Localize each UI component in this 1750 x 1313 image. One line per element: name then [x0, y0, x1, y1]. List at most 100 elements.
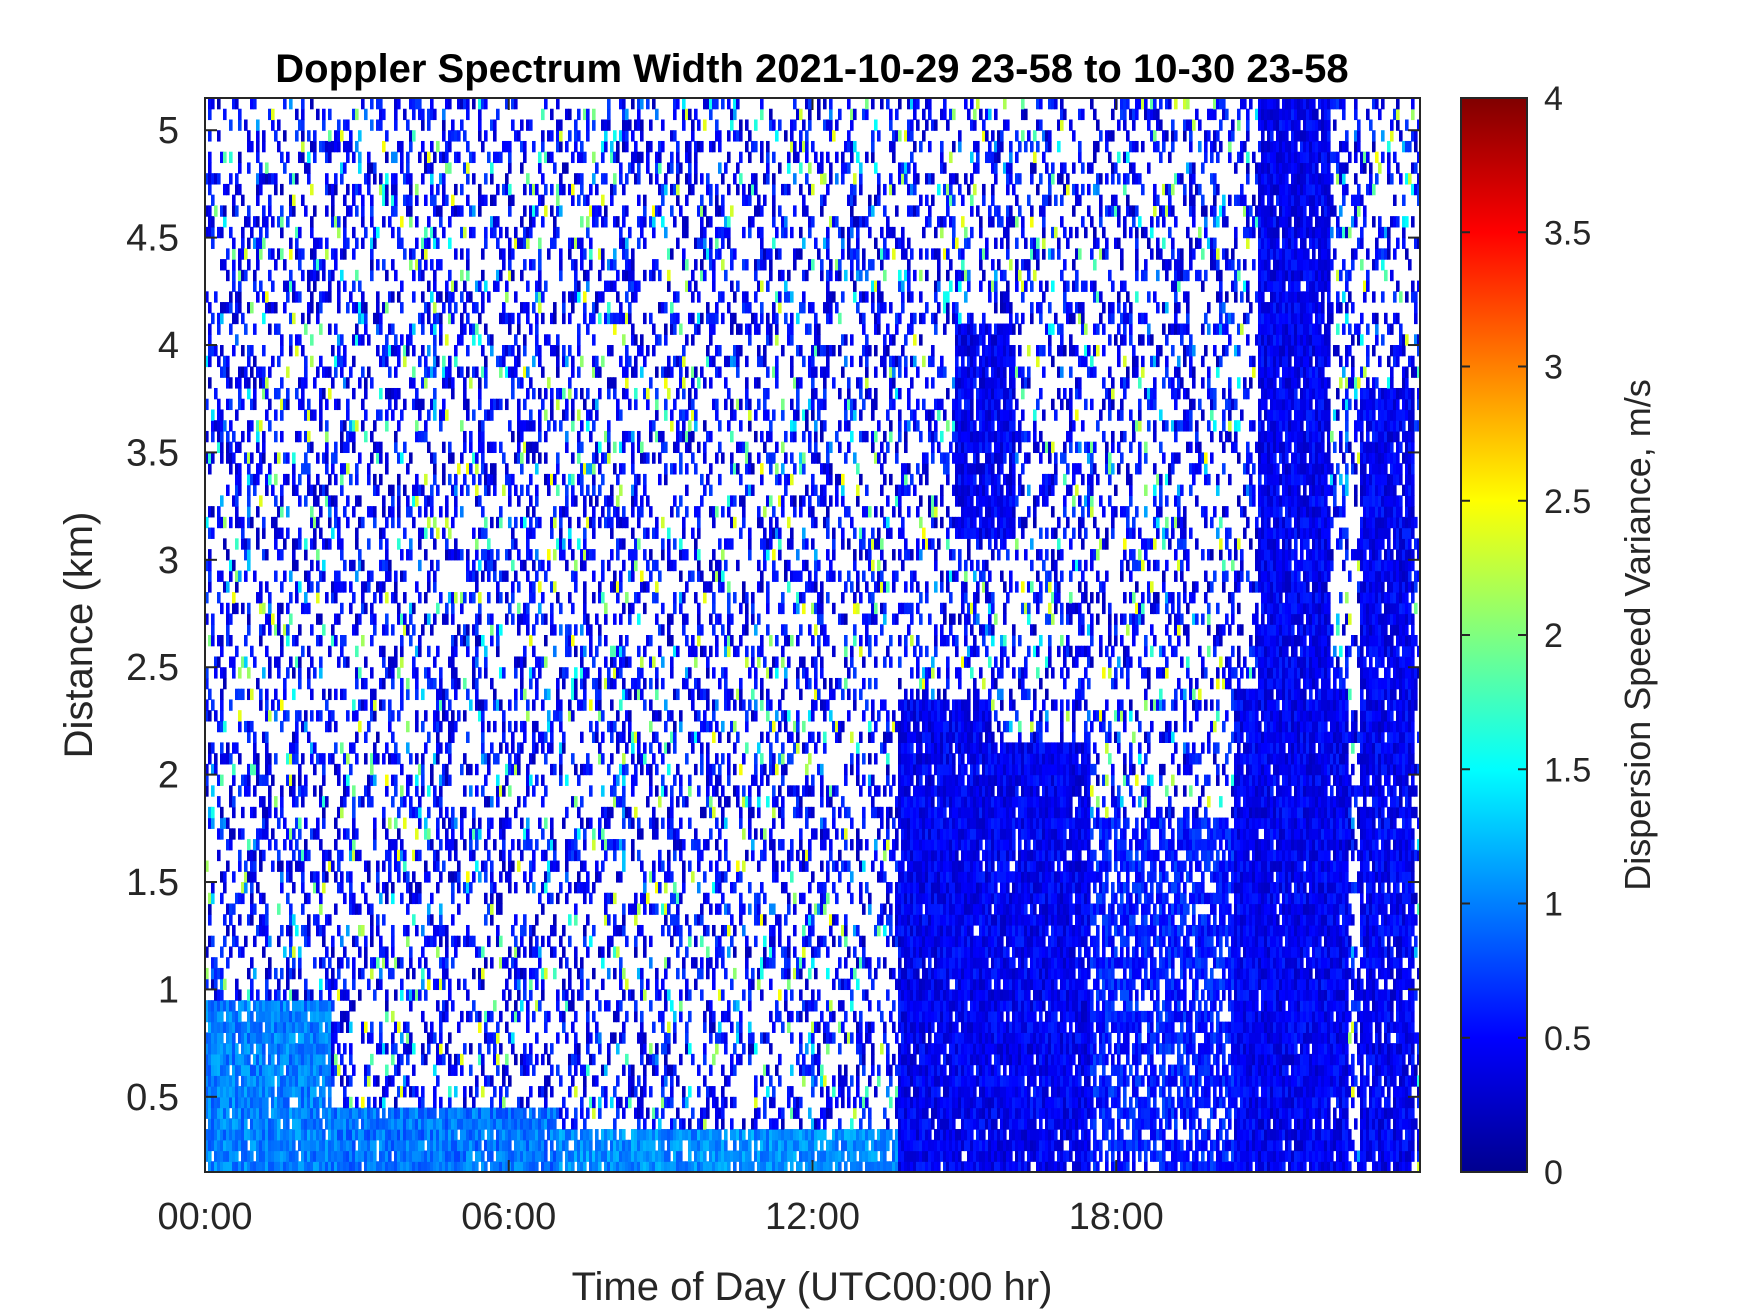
heatmap-cell: [244, 1118, 248, 1130]
heatmap-cell: [274, 1032, 278, 1044]
heatmap-cell: [205, 226, 209, 239]
heatmap-cell: [499, 1086, 503, 1098]
heatmap-cell: [304, 1118, 308, 1130]
heatmap-cell: [559, 183, 563, 196]
heatmap-cell: [532, 1118, 536, 1130]
heatmap-cell: [274, 1161, 278, 1172]
heatmap-cell: [244, 248, 248, 260]
heatmap-cell: [583, 463, 587, 475]
heatmap-cell: [391, 387, 395, 400]
heatmap-cell: [328, 387, 332, 400]
heatmap-cell: [256, 473, 260, 486]
heatmap-cell: [253, 387, 257, 400]
heatmap-cell: [217, 409, 221, 421]
heatmap-cell: [478, 312, 482, 325]
heatmap-cell: [562, 387, 566, 400]
heatmap-cell: [583, 613, 587, 625]
heatmap-cell: [499, 1150, 503, 1162]
heatmap-cell: [478, 817, 482, 829]
heatmap-cell: [385, 828, 389, 840]
heatmap-cell: [421, 1107, 425, 1119]
heatmap-cell: [478, 387, 482, 400]
heatmap-cell: [340, 248, 344, 260]
heatmap-cell: [238, 860, 242, 872]
heatmap-cell: [226, 1139, 230, 1152]
heatmap-cell: [475, 1161, 479, 1172]
heatmap-cell: [355, 108, 359, 121]
heatmap-cell: [424, 667, 428, 679]
heatmap-cell: [418, 527, 422, 539]
heatmap-cell: [388, 366, 392, 378]
heatmap-cell: [313, 527, 317, 539]
heatmap-cell: [475, 645, 479, 658]
heatmap-cell: [280, 1096, 284, 1109]
heatmap-cell: [544, 205, 548, 217]
heatmap-cell: [316, 237, 320, 249]
heatmap-cell: [295, 1043, 299, 1055]
heatmap-cell: [457, 366, 461, 378]
heatmap-cell: [355, 323, 359, 335]
heatmap-cell: [484, 957, 488, 969]
heatmap-cell: [238, 914, 242, 926]
heatmap-cell: [343, 237, 347, 249]
heatmap-cell: [556, 484, 560, 496]
heatmap-cell: [406, 334, 410, 346]
heatmap-cell: [220, 1096, 224, 1109]
heatmap-cell: [553, 763, 557, 776]
heatmap-cell: [463, 1161, 467, 1172]
heatmap-cell: [304, 355, 308, 368]
heatmap-cell: [553, 967, 557, 980]
heatmap-cell: [529, 1053, 533, 1066]
heatmap-cell: [280, 248, 284, 260]
heatmap-cell: [370, 914, 374, 926]
heatmap-cell: [370, 194, 374, 206]
heatmap-cell: [316, 1107, 320, 1119]
heatmap-cell: [310, 441, 314, 454]
heatmap-cell: [574, 957, 578, 969]
heatmap-cell: [418, 882, 422, 894]
heatmap-cell: [409, 892, 413, 905]
heatmap-cell: [385, 151, 389, 164]
heatmap-cell: [427, 162, 431, 174]
heatmap-cell: [259, 774, 263, 786]
heatmap-cell: [382, 345, 386, 357]
heatmap-cell: [400, 645, 404, 658]
heatmap-cell: [439, 312, 443, 325]
heatmap-cell: [211, 312, 215, 325]
heatmap-cell: [223, 1064, 227, 1076]
heatmap-cell: [496, 581, 500, 593]
heatmap-cell: [409, 796, 413, 808]
heatmap-cell: [373, 237, 377, 249]
heatmap-cell: [280, 1021, 284, 1033]
heatmap-cell: [538, 656, 542, 668]
heatmap-cell: [268, 935, 272, 948]
heatmap-cell: [490, 1139, 494, 1152]
heatmap-cell: [556, 1064, 560, 1076]
heatmap-cell: [472, 656, 476, 668]
heatmap-cell: [535, 1053, 539, 1066]
heatmap-cell: [220, 345, 224, 357]
heatmap-cell: [205, 1000, 209, 1012]
heatmap-cell: [466, 291, 470, 303]
heatmap-cell: [427, 1118, 431, 1130]
heatmap-cell: [247, 1000, 251, 1012]
heatmap-cell: [439, 742, 443, 754]
heatmap-cell: [331, 1129, 335, 1141]
heatmap-cell: [229, 1010, 233, 1023]
heatmap-cell: [247, 387, 251, 400]
heatmap-cell: [346, 656, 350, 668]
heatmap-cell: [526, 1010, 530, 1023]
heatmap-cell: [445, 1150, 449, 1162]
heatmap-cell: [208, 323, 212, 335]
heatmap-cell: [385, 1043, 389, 1055]
heatmap-cell: [577, 237, 581, 249]
heatmap-cell: [289, 1053, 293, 1066]
heatmap-cell: [502, 183, 506, 196]
heatmap-cell: [412, 624, 416, 636]
heatmap-cell: [274, 495, 278, 507]
heatmap-cell: [472, 1000, 476, 1012]
heatmap-cell: [334, 452, 338, 464]
heatmap-cell: [550, 892, 554, 905]
heatmap-cell: [421, 753, 425, 765]
heatmap-cell: [211, 785, 215, 797]
